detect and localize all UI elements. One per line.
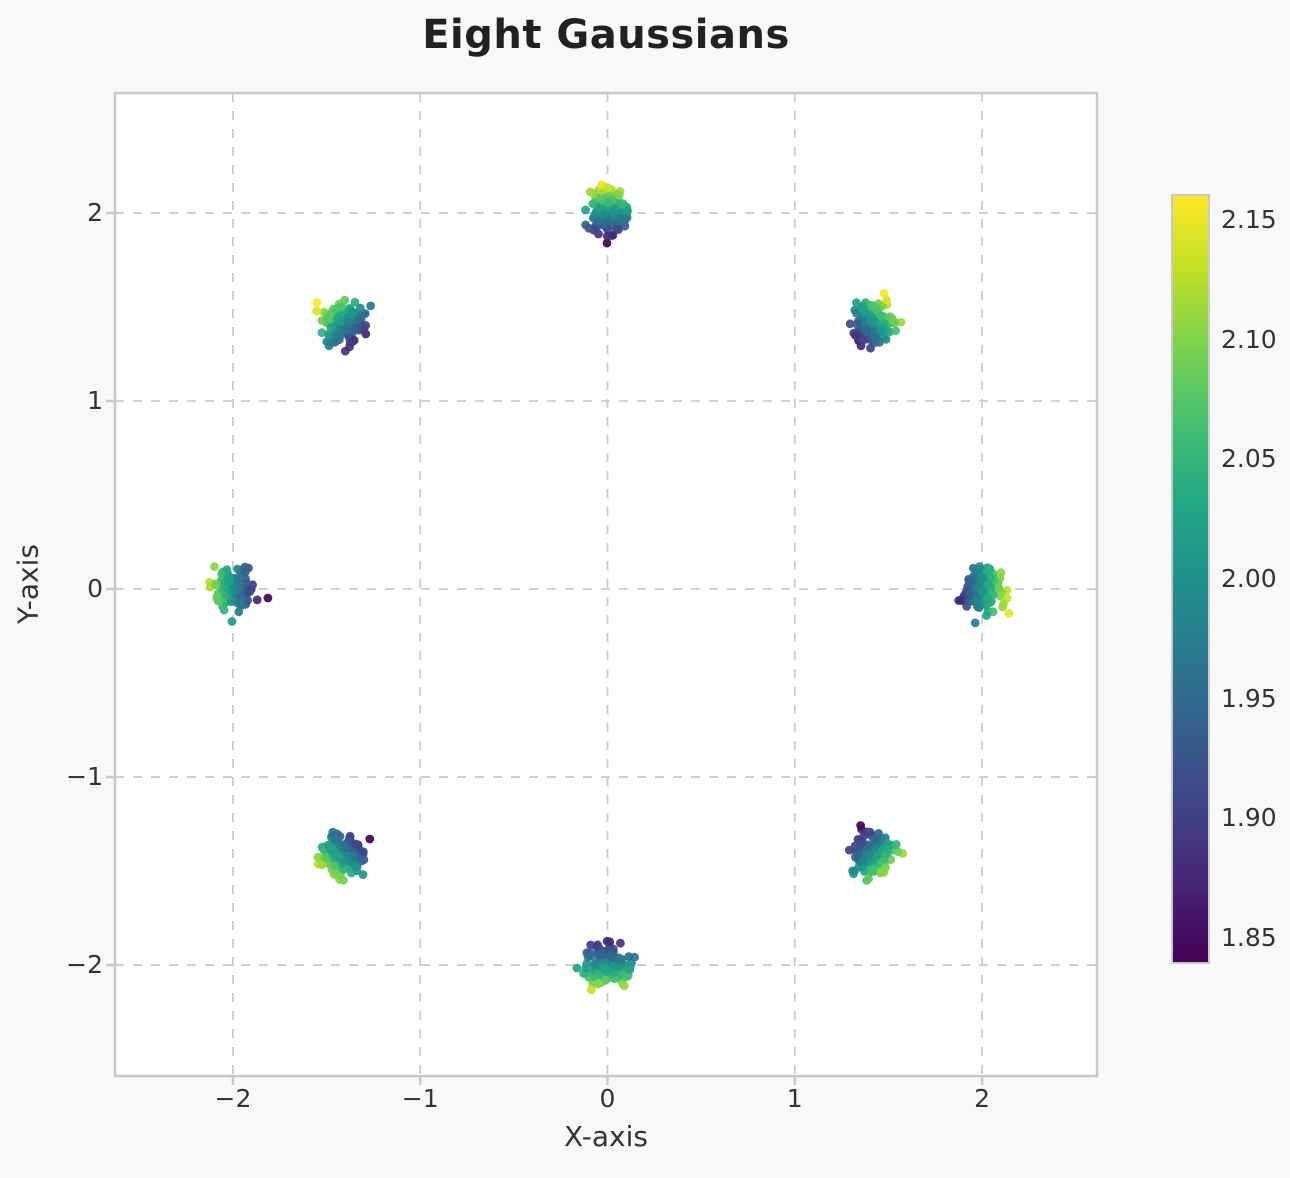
colorbar-tick-label: 1.85 [1221,923,1277,953]
y-tick-label: −1 [66,762,103,792]
y-tick-label: 1 [87,385,103,415]
x-tick-label: −2 [214,1084,252,1113]
scatter-points [205,180,1014,995]
axis-tick-marks [106,211,984,1085]
y-tick-label: −2 [66,950,103,980]
colorbar-tick-label: 2.10 [1221,324,1277,354]
colorbar [1171,194,1210,964]
y-tick-label: 0 [87,574,103,603]
colorbar-tick-label: 2.05 [1221,444,1277,474]
x-tick-label: 2 [974,1084,990,1113]
colorbar-tick-label: 1.95 [1221,683,1277,713]
y-tick-label: 2 [87,197,103,227]
chart-title: Eight Gaussians [422,12,790,58]
axes-spines [113,91,1099,1078]
plot-area [106,91,1099,1085]
x-tick-label: −1 [401,1084,439,1113]
scatter-plot-canvas [106,91,1099,1085]
colorbar-tick-label: 2.00 [1221,564,1277,593]
colorbar-tick-label: 2.15 [1221,204,1277,234]
colorbar-gradient [1173,196,1208,962]
colorbar-tick-label: 1.90 [1221,803,1277,833]
x-axis-label: X-axis [564,1120,648,1153]
x-tick-label: 1 [786,1084,803,1113]
x-tick-label: 0 [599,1084,616,1113]
